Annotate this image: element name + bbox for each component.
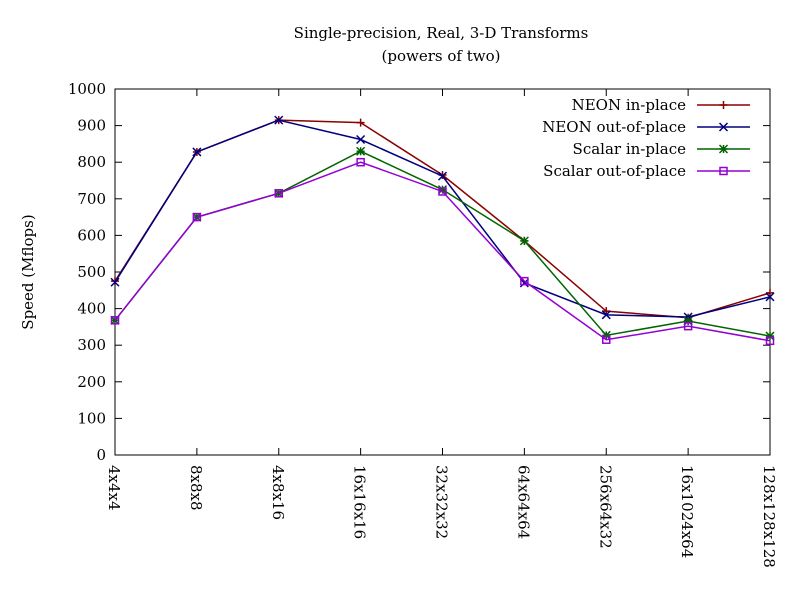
y-tick-label: 400 (77, 300, 106, 318)
square-marker (110, 316, 120, 325)
square-marker (274, 189, 283, 198)
square-marker (765, 336, 775, 346)
y-tick-label: 900 (77, 117, 106, 135)
y-tick-label: 200 (77, 373, 106, 391)
legend-label: NEON in-place (572, 96, 687, 114)
legend-entry: NEON out-of-place (542, 118, 750, 136)
chart-subtitle: (powers of two) (382, 47, 501, 65)
series-neon-out-of-place (110, 115, 775, 322)
square-marker (356, 157, 365, 167)
legend-label: Scalar in-place (573, 140, 687, 158)
series-layer (110, 115, 775, 346)
legend: NEON in-place NEON out-of-place Scalar in-… (542, 96, 750, 180)
legend-entry: NEON in-place (572, 96, 750, 114)
y-tick-label: 1000 (68, 80, 106, 98)
star-marker (601, 330, 611, 340)
star-marker (356, 146, 366, 156)
cross-marker (601, 310, 611, 320)
star-marker (683, 316, 693, 326)
cross-marker (437, 171, 448, 181)
cross-marker (683, 312, 693, 322)
plus-marker (719, 101, 728, 109)
square-marker (602, 335, 611, 344)
cross-marker (718, 122, 729, 132)
cross-marker (519, 278, 529, 288)
chart-title: Single-precision, Real, 3-D Transforms (294, 24, 589, 42)
legend-entry: Scalar in-place (573, 140, 750, 158)
y-tick-label: 300 (77, 336, 106, 354)
y-tick-label: 100 (77, 409, 106, 427)
cross-marker (274, 115, 284, 125)
star-marker (718, 144, 729, 154)
series-line (114, 161, 771, 342)
cross-marker (356, 134, 366, 145)
square-marker (683, 321, 693, 331)
star-marker (765, 331, 775, 341)
x-tick-label: 128x128x128 (760, 465, 778, 568)
plus-marker (766, 288, 774, 297)
tick-layer: 0 100 200 300 400 500 600 700 800 900 1000 4x4x4 8x8… (68, 80, 778, 568)
square-marker (438, 187, 447, 196)
y-tick-label: 0 (96, 446, 106, 464)
x-tick-label: 64x64x64 (514, 465, 532, 539)
cross-marker (110, 277, 120, 287)
x-tick-label: 4x8x16 (269, 465, 287, 520)
square-marker (520, 276, 529, 286)
y-tick-label: 700 (77, 190, 106, 208)
plus-marker (356, 118, 365, 127)
y-tick-label: 500 (77, 263, 106, 281)
cross-marker (192, 147, 202, 157)
x-tick-label: 4x4x4 (105, 465, 123, 511)
star-marker (437, 185, 448, 195)
x-tick-label: 32x32x32 (433, 465, 451, 539)
star-marker (519, 236, 529, 246)
legend-entry: Scalar out-of-place (543, 162, 750, 180)
x-tick-label: 256x64x32 (596, 465, 614, 549)
x-tick-label: 8x8x8 (187, 465, 205, 511)
legend-label: Scalar out-of-place (543, 162, 686, 180)
series-scalar-out-of-place (110, 157, 775, 346)
y-axis-label: Speed (Mflops) (19, 214, 37, 329)
square-marker (192, 212, 202, 222)
cross-marker (765, 292, 775, 302)
x-tick-label: 16x16x16 (351, 465, 369, 539)
legend-label: NEON out-of-place (542, 118, 686, 136)
y-tick-label: 600 (77, 226, 106, 244)
square-marker (719, 166, 728, 176)
x-tick-label: 16x1024x64 (678, 465, 696, 558)
y-tick-label: 800 (77, 153, 106, 171)
